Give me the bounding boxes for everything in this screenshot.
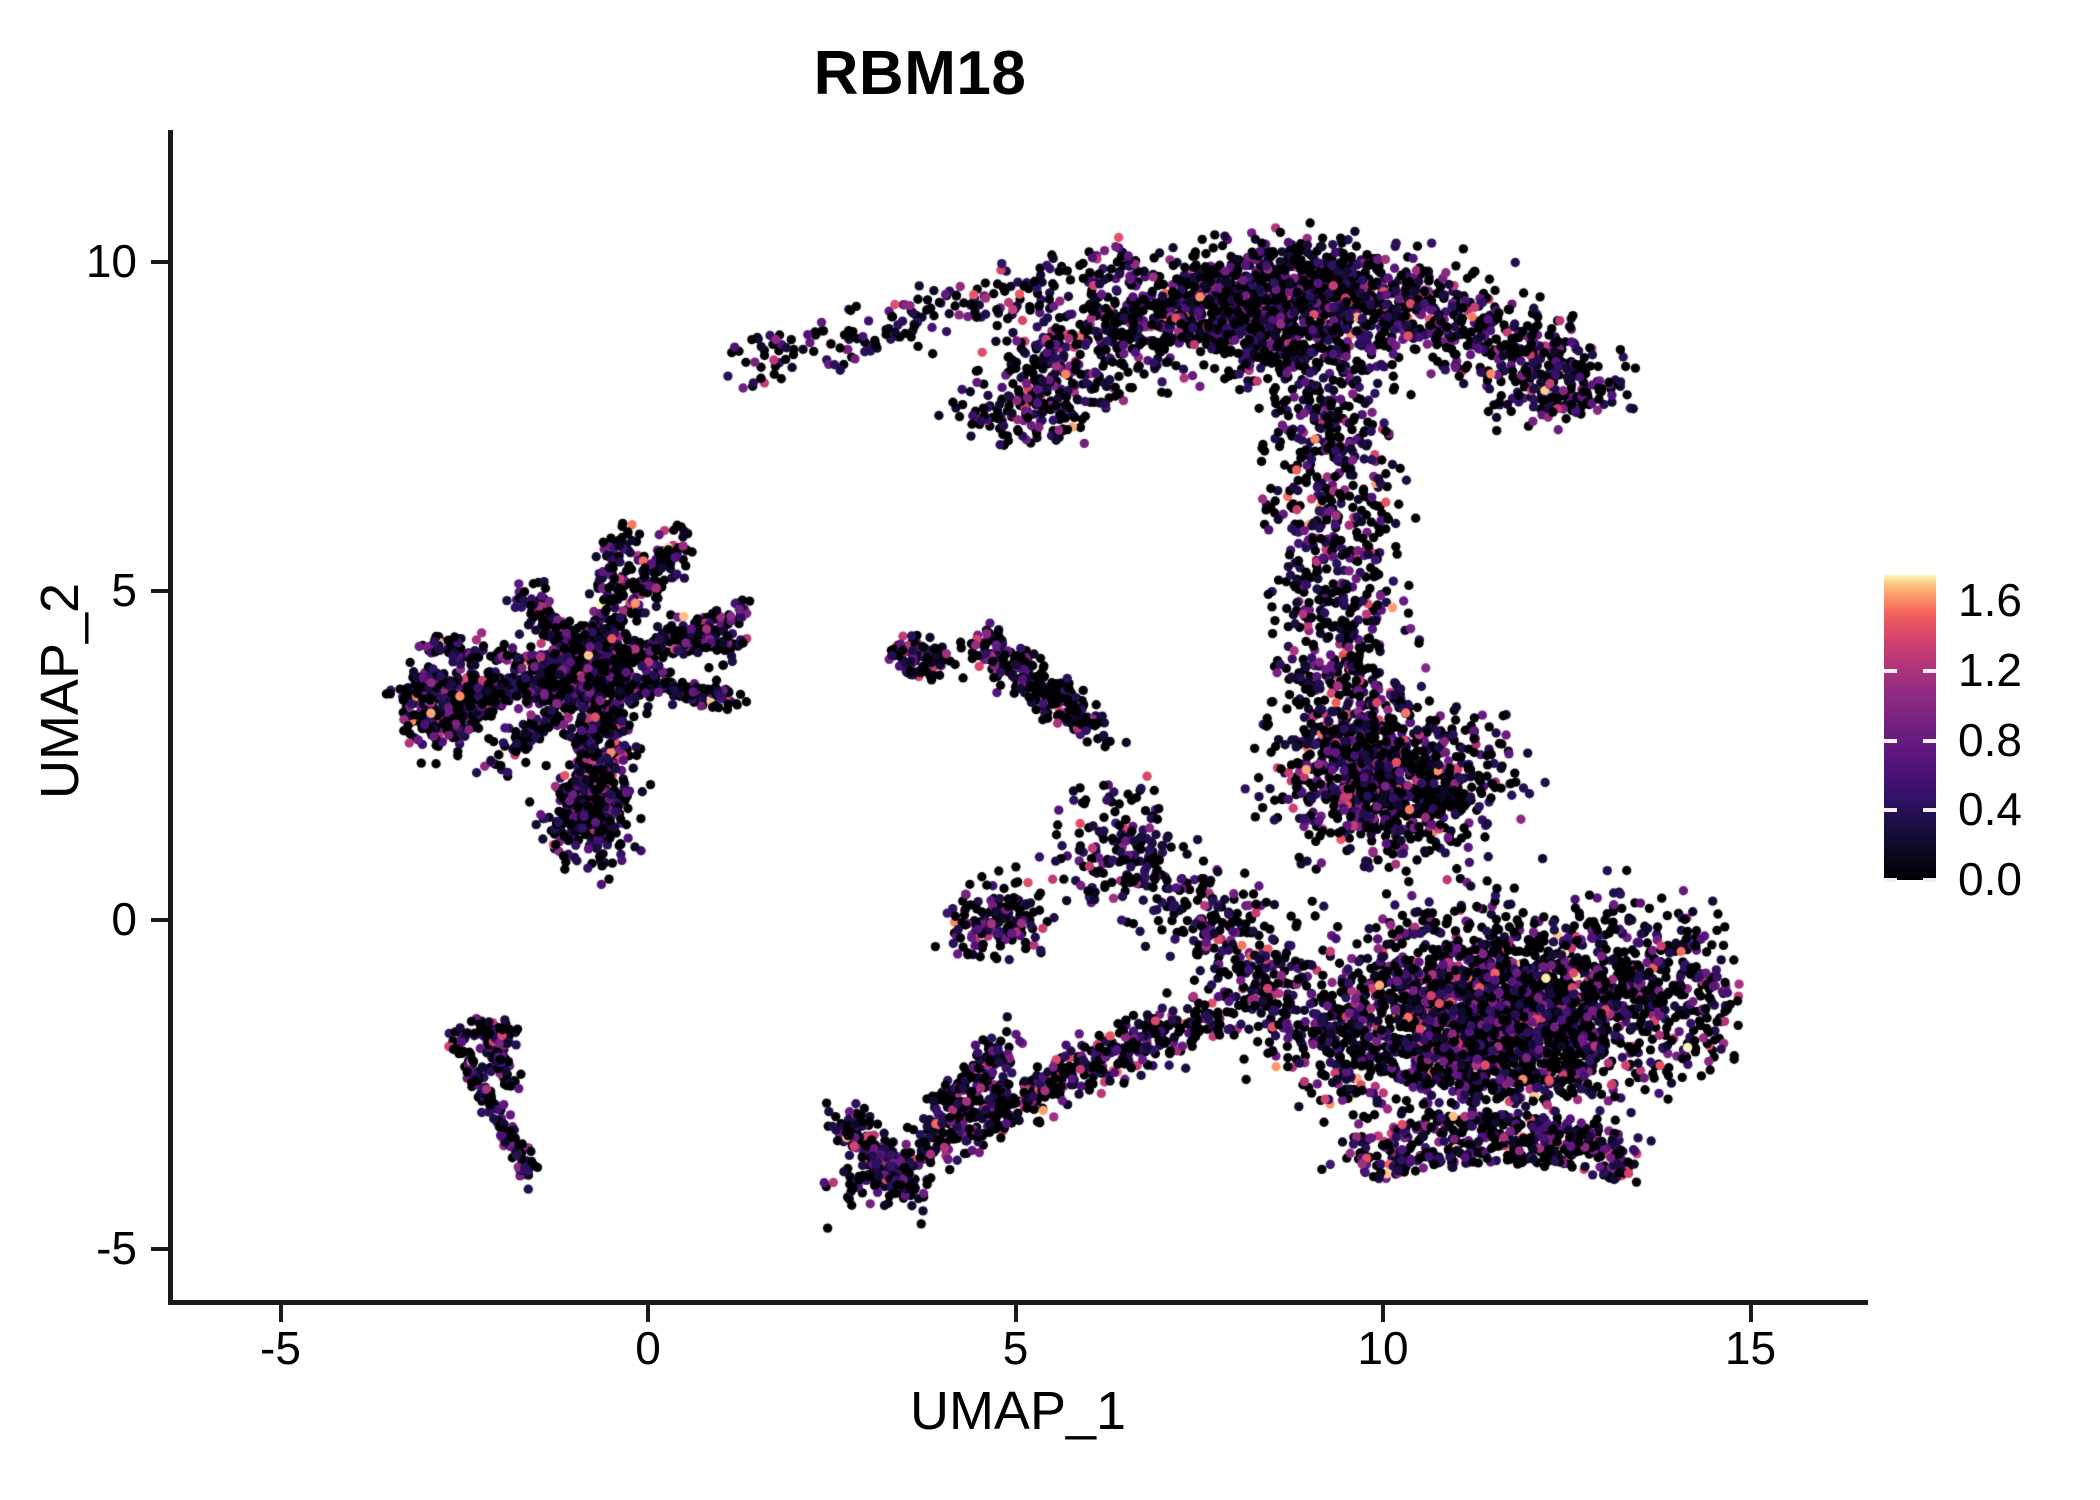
x-tick-mark (278, 1305, 283, 1322)
y-tick-label: 10 (85, 235, 137, 287)
x-tick-label: 15 (1724, 1322, 1777, 1374)
x-tick-mark (1748, 1305, 1753, 1322)
colorbar-tick-label: 0.8 (1958, 713, 2022, 766)
colorbar-tick-label: 1.6 (1958, 574, 2022, 627)
x-axis-line (168, 1300, 1868, 1305)
y-tick-label: 5 (111, 564, 137, 616)
y-tick-mark (151, 589, 168, 593)
y-axis-title: UMAP_2 (30, 582, 90, 800)
x-tick-label: 10 (1357, 1322, 1409, 1374)
y-tick-label: -5 (96, 1222, 137, 1274)
colorbar-tick-mark (1884, 738, 1897, 743)
colorbar-tick-mark (1884, 878, 1897, 882)
x-axis-title: UMAP_1 (909, 1381, 1127, 1441)
plot-panel (168, 130, 1868, 1302)
x-tick-mark (1381, 1305, 1385, 1322)
colorbar-tick-label: 1.2 (1958, 643, 2022, 696)
scatter-points-canvas (168, 130, 1868, 1302)
y-tick-mark (151, 918, 168, 922)
y-axis-line (168, 130, 173, 1305)
x-tick-label: 5 (1002, 1322, 1029, 1374)
colorbar-tick-mark (1923, 878, 1936, 882)
colorbar-tick-mark (1923, 738, 1936, 743)
x-tick-mark (646, 1305, 650, 1322)
colorbar-gradient (1884, 575, 1936, 882)
y-tick-mark (151, 1247, 168, 1251)
y-tick-label: 0 (111, 893, 137, 945)
colorbar-legend: 1.6 1.2 0.8 0.4 0.0 (1884, 574, 2084, 902)
colorbar-tick-label: 0.0 (1958, 853, 2022, 905)
page-title: RBM18 (813, 39, 1027, 108)
y-tick-mark (151, 260, 168, 264)
scatter-canvas-wrap (168, 130, 1868, 1302)
colorbar-tick-mark (1884, 808, 1897, 813)
colorbar-tick-mark (1923, 808, 1936, 813)
colorbar-tick-mark (1923, 668, 1936, 673)
colorbar-tick-mark (1884, 668, 1897, 673)
colorbar-tick-label: 0.4 (1958, 783, 2022, 836)
x-tick-mark (1013, 1305, 1018, 1322)
x-tick-label: 0 (635, 1322, 661, 1374)
x-tick-label: -5 (260, 1322, 301, 1374)
